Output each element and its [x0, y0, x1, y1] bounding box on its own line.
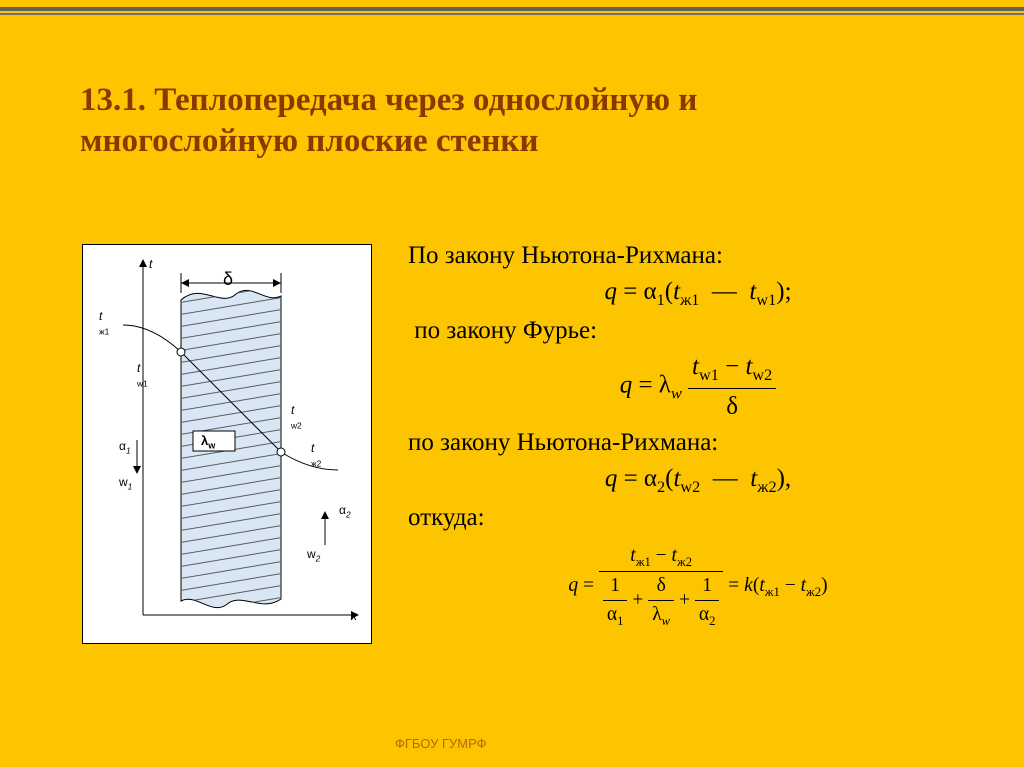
footer-text: ФГБОУ ГУМРФ — [395, 736, 487, 751]
text-newton-rikhman-1: По закону Ньютона-Рихмана: — [408, 238, 988, 274]
page-title: 13.1. Теплопередача через однослойную и … — [80, 80, 780, 163]
diagram-label-t_w2: tw2 — [291, 405, 302, 430]
diagram-label-t_w1: tw1 — [137, 363, 148, 388]
diagram-label-t: t — [149, 259, 152, 270]
text-fourier: по закону Фурье: — [408, 313, 988, 349]
diagram-label-delta: δ — [223, 271, 233, 287]
diagram-label-t_zh2: tж2 — [311, 443, 321, 468]
diagram-label-w1: w1 — [119, 477, 132, 491]
accent-bar-2 — [0, 13, 1024, 15]
diagram-label-lam_w: λw — [201, 435, 215, 450]
diagram-label-w2: w2 — [307, 549, 320, 563]
text-whence: откуда: — [408, 500, 988, 536]
wall-diagram: t δ tж1 tw1 tw2 tж2 λw α1 w1 α2 w2 x — [82, 244, 372, 644]
eq-3: q = α2(tw2 — tж2), — [408, 461, 988, 500]
diagram-label-a2: α2 — [339, 505, 351, 519]
diagram-label-a1: α1 — [119, 441, 131, 455]
diagram-label-x: x — [351, 611, 357, 622]
accent-bar-1 — [0, 7, 1024, 11]
eq-2: q = λw tw1 − tw2 δ — [408, 349, 988, 425]
equations-block: По закону Ньютона-Рихмана: q = α1(tж1 — … — [408, 238, 988, 631]
eq-4: q = tж1 − tж2 1α1 + δλw + 1α2 = k(tж1 − … — [408, 542, 988, 631]
eq-1: q = α1(tж1 — tw1); — [408, 274, 988, 313]
text-newton-rikhman-2: по закону Ньютона-Рихмана: — [408, 425, 988, 461]
diagram-label-t_zh1: tж1 — [99, 311, 109, 336]
